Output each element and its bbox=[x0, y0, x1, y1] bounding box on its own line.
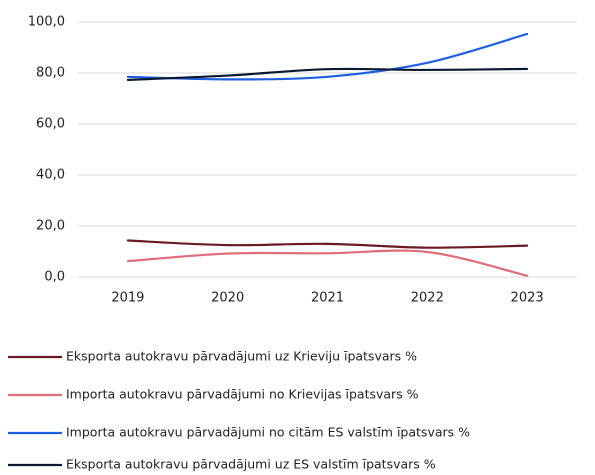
legend-label: Eksporta autokravu pārvadājumi uz ES val… bbox=[66, 457, 436, 472]
x-tick-label: 2021 bbox=[311, 291, 344, 306]
y-tick-label: 40,0 bbox=[36, 168, 65, 183]
legend-label: Eksporta autokravu pārvadājumi uz Krievi… bbox=[66, 349, 417, 364]
x-tick-label: 2020 bbox=[211, 291, 244, 306]
y-tick-label: 80,0 bbox=[36, 66, 65, 81]
y-tick-label: 60,0 bbox=[36, 117, 65, 132]
y-tick-label: 0,0 bbox=[44, 270, 65, 285]
x-tick-label: 2022 bbox=[411, 291, 444, 306]
series-line bbox=[126, 249, 529, 277]
legend-label: Importa autokravu pārvadājumi no citām E… bbox=[66, 425, 470, 440]
y-tick-label: 100,0 bbox=[28, 15, 65, 30]
x-tick-label: 2023 bbox=[511, 291, 544, 306]
series-line bbox=[126, 67, 529, 81]
x-tick-label: 2019 bbox=[111, 291, 144, 306]
legend-label: Importa autokravu pārvadājumi no Krievij… bbox=[66, 387, 419, 402]
series-line bbox=[126, 239, 529, 249]
y-tick-label: 20,0 bbox=[36, 219, 65, 234]
series-line bbox=[126, 32, 529, 81]
